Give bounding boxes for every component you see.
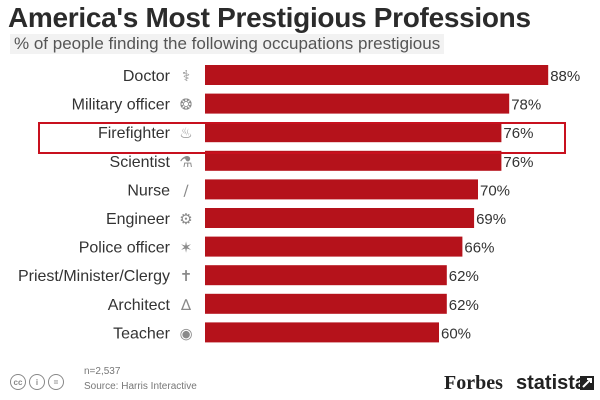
category-label-military-officer: Military officer [72, 97, 171, 114]
statista-logo: statista [516, 372, 587, 394]
value-label-priest-minister-clergy: 62% [449, 268, 479, 285]
no-derivatives-icon: = [48, 374, 64, 390]
bar-police-officer [205, 236, 463, 257]
chart-title: America's Most Prestigious Professions [8, 2, 531, 33]
bar-engineer [205, 208, 475, 228]
value-label-scientist: 76% [503, 154, 533, 171]
bar-scientist [205, 150, 502, 171]
value-label-military-officer: 78% [511, 97, 541, 114]
highlight-box-firefighter [38, 122, 566, 154]
attribution-icon: i [29, 374, 45, 390]
flame-icon: ♨ [179, 124, 192, 142]
compass-icon: ∆ [180, 296, 192, 314]
chart-subtitle: % of people finding the following occupa… [10, 34, 445, 54]
value-label-architect: 62% [449, 297, 479, 314]
syringe-icon: ∕ [183, 181, 189, 199]
bar-firefighter [205, 122, 502, 143]
category-label-engineer: Engineer [106, 211, 171, 228]
creative-commons-icon: cc [10, 374, 26, 390]
category-label-police-officer: Police officer [79, 240, 171, 257]
forbes-logo: Forbes [444, 372, 503, 394]
value-label-nurse: 70% [480, 182, 510, 199]
eagle-icon: ❂ [180, 96, 193, 114]
category-label-scientist: Scientist [110, 154, 171, 171]
apple-icon: ◉ [179, 324, 192, 342]
category-label-firefighter: Firefighter [98, 125, 171, 142]
microscope-icon: ⚗ [179, 153, 192, 171]
license-icons: cc i = [10, 374, 64, 390]
bar-doctor [205, 65, 549, 85]
category-label-doctor: Doctor [123, 68, 171, 85]
source-note: Source: Harris Interactive [84, 381, 197, 392]
value-label-teacher: 60% [441, 325, 471, 342]
value-label-police-officer: 66% [464, 240, 494, 257]
value-label-firefighter: 76% [503, 125, 533, 142]
category-label-nurse: Nurse [127, 182, 170, 199]
gears-icon: ⚙ [179, 210, 192, 228]
value-label-engineer: 69% [476, 211, 506, 228]
bar-teacher [205, 322, 439, 343]
category-label-teacher: Teacher [113, 325, 171, 342]
stethoscope-icon: ⚕ [182, 67, 190, 85]
bar-nurse [205, 179, 478, 200]
bar-chart: Doctor ⚕ 88% Military officer ❂ 78% Firefighte… [18, 65, 580, 343]
value-label-doctor: 88% [550, 68, 580, 85]
category-label-priest-minister-clergy: Priest/Minister/Clergy [18, 268, 170, 285]
bar-architect [205, 293, 447, 314]
cross-icon: ✝ [180, 267, 193, 285]
statista-mark-icon [580, 376, 594, 390]
sample-size-note: n=2,537 [84, 366, 121, 377]
bar-priest-minister-clergy [205, 265, 447, 286]
star-badge-icon: ✶ [180, 239, 193, 257]
bar-military-officer [205, 93, 510, 114]
category-label-architect: Architect [108, 297, 171, 314]
